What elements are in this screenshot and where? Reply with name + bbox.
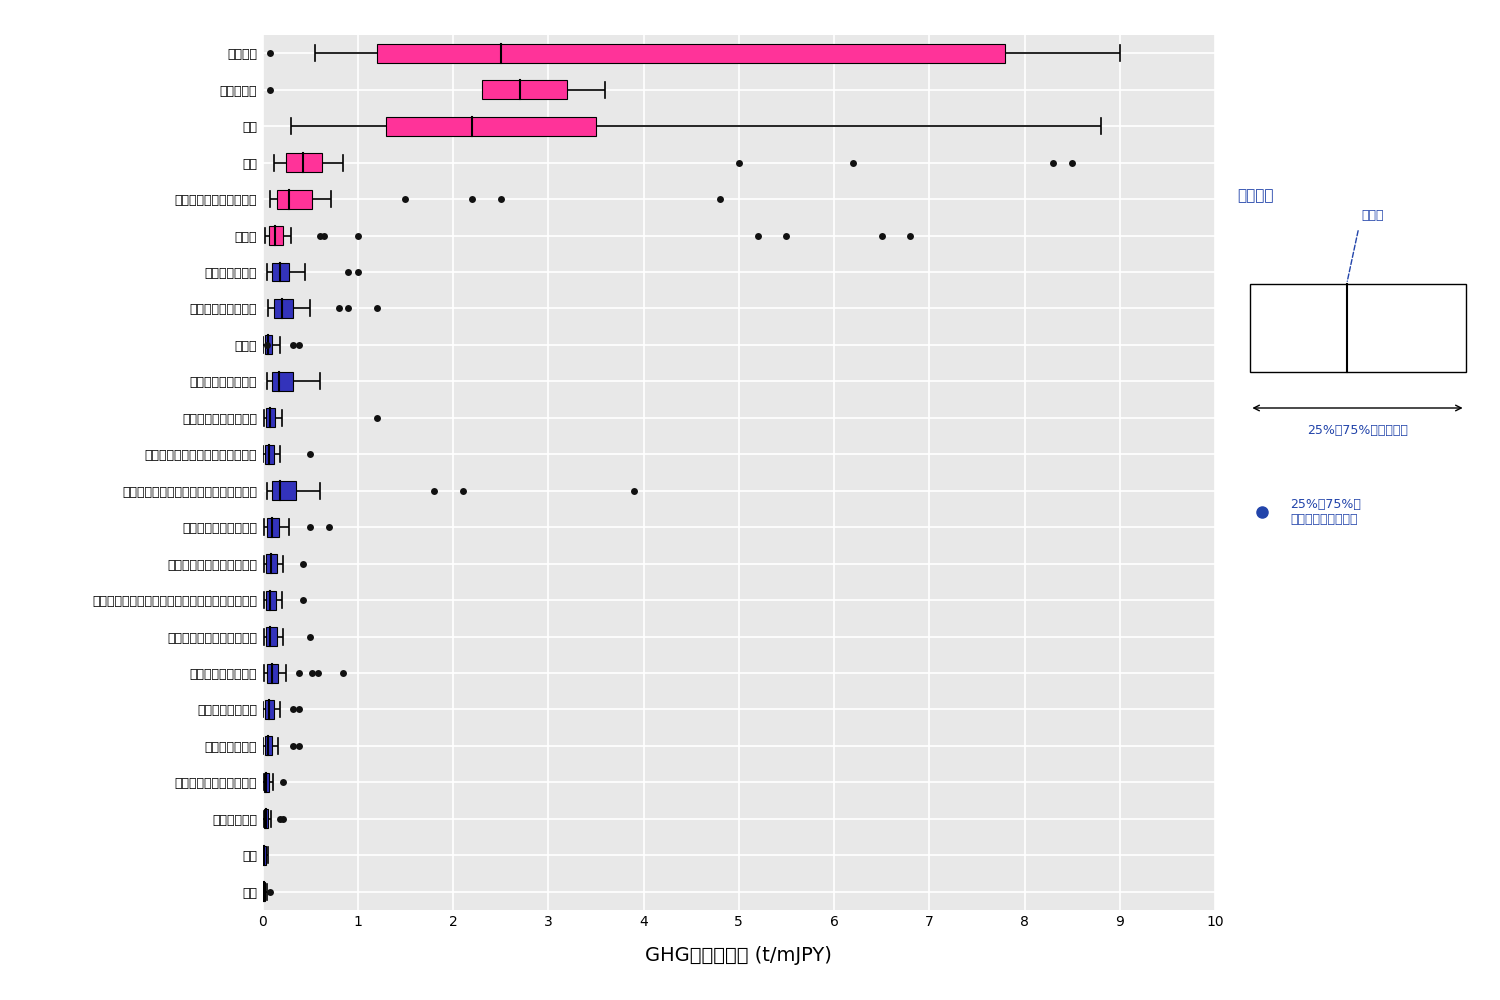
Bar xyxy=(387,117,596,136)
Bar xyxy=(264,809,268,828)
Bar xyxy=(267,591,276,610)
Bar xyxy=(266,700,274,719)
Text: 中央値: 中央値 xyxy=(1360,209,1383,222)
Bar xyxy=(1250,284,1466,372)
Bar xyxy=(274,299,292,318)
Bar xyxy=(266,445,274,464)
Bar xyxy=(267,554,278,573)
Bar xyxy=(482,80,567,99)
Bar xyxy=(267,664,278,682)
Bar xyxy=(268,226,284,245)
Bar xyxy=(286,153,321,172)
Bar xyxy=(267,627,278,646)
Text: 25%～75%の分布範囲: 25%～75%の分布範囲 xyxy=(1306,424,1408,437)
Text: 【凡例】: 【凡例】 xyxy=(1238,188,1274,203)
Bar xyxy=(267,408,274,427)
Bar xyxy=(376,44,1005,63)
Bar xyxy=(266,335,272,354)
Bar xyxy=(272,263,290,281)
Bar xyxy=(264,846,267,865)
Text: 25%～75%の
分布範囲外のデータ: 25%～75%の 分布範囲外のデータ xyxy=(1290,498,1360,526)
Bar xyxy=(272,372,292,391)
Bar xyxy=(266,736,272,755)
Bar xyxy=(267,518,279,537)
X-axis label: GHG排出原単位 (t/mJPY): GHG排出原単位 (t/mJPY) xyxy=(645,946,833,965)
Bar xyxy=(264,773,268,792)
Bar xyxy=(278,190,312,209)
Bar xyxy=(264,882,266,901)
Bar xyxy=(272,481,296,500)
